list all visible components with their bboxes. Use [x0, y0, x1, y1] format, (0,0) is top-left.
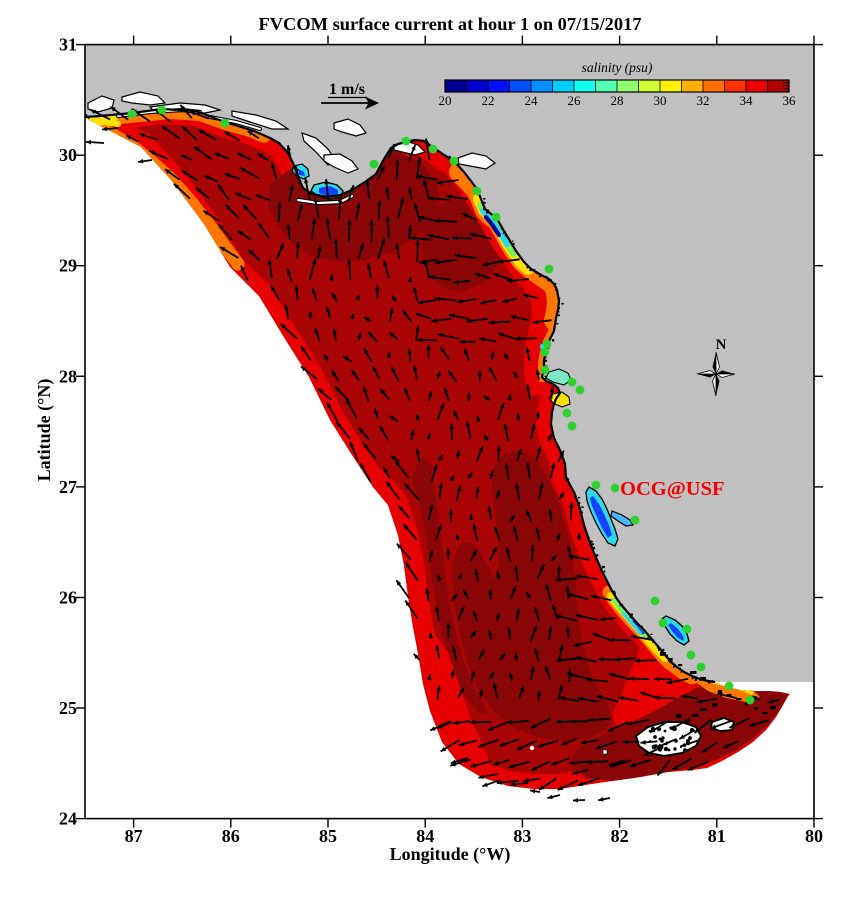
svg-text:31: 31 — [59, 35, 77, 55]
svg-text:salinity (psu): salinity (psu) — [582, 60, 653, 75]
svg-text:84: 84 — [416, 826, 434, 846]
svg-text:Latitude (°N): Latitude (°N) — [34, 379, 55, 482]
svg-text:N: N — [716, 337, 727, 353]
svg-text:28: 28 — [59, 366, 77, 386]
svg-text:30: 30 — [654, 93, 667, 108]
svg-text:87: 87 — [125, 826, 143, 846]
svg-text:22: 22 — [482, 93, 495, 108]
svg-text:24: 24 — [59, 809, 77, 829]
svg-text:Longitude (°W): Longitude (°W) — [390, 844, 511, 865]
svg-text:30: 30 — [59, 145, 77, 165]
svg-text:29: 29 — [59, 256, 77, 276]
svg-text:26: 26 — [59, 588, 77, 608]
svg-text:36: 36 — [783, 93, 797, 108]
svg-text:32: 32 — [697, 93, 710, 108]
svg-text:27: 27 — [59, 477, 77, 497]
svg-text:86: 86 — [222, 826, 240, 846]
svg-text:85: 85 — [319, 826, 337, 846]
svg-text:24: 24 — [525, 93, 539, 108]
svg-text:26: 26 — [568, 93, 582, 108]
svg-text:28: 28 — [611, 93, 624, 108]
svg-text:82: 82 — [611, 826, 629, 846]
svg-text:81: 81 — [708, 826, 726, 846]
svg-text:20: 20 — [439, 93, 452, 108]
svg-text:25: 25 — [59, 698, 77, 718]
svg-text:34: 34 — [740, 93, 754, 108]
svg-text:OCG@USF: OCG@USF — [620, 478, 725, 500]
svg-text:83: 83 — [513, 826, 531, 846]
svg-text:FVCOM surface current at hour: FVCOM surface current at hour 1 on 07/15… — [259, 14, 642, 34]
svg-text:1 m/s: 1 m/s — [329, 81, 365, 98]
svg-text:80: 80 — [805, 826, 823, 846]
